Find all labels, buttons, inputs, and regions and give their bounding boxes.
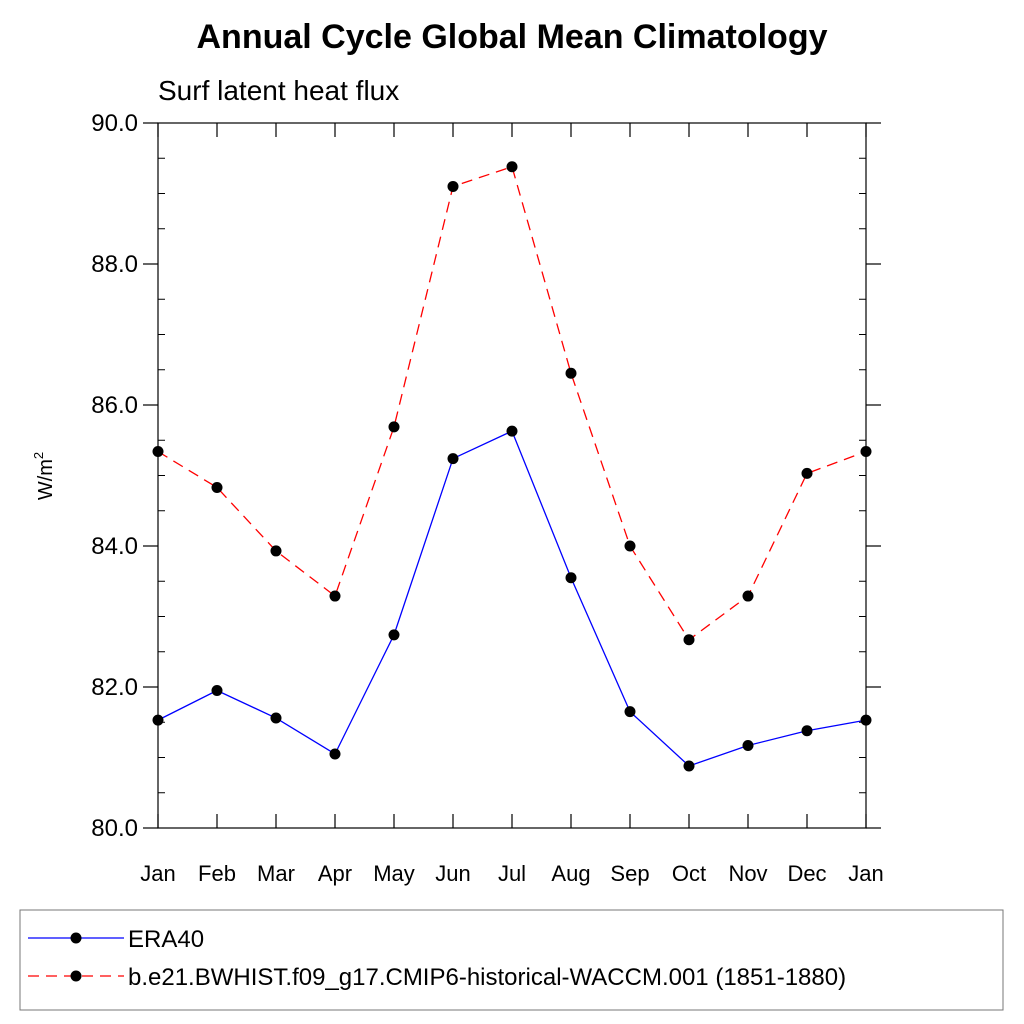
legend-entry-2-label: b.e21.BWHIST.f09_g17.CMIP6-historical-WA…	[128, 964, 846, 991]
series-2-point-9	[624, 540, 636, 552]
series-1-point-2	[211, 685, 223, 697]
x-tick-label: Mar	[257, 861, 295, 886]
series-1-point-7	[506, 425, 518, 437]
axes-layer: 80.0 82.0 84.0 86.0 88.0 90.0 Jan Feb Mar Apr May J…	[91, 110, 883, 886]
legend-entry-1: ERA40	[28, 926, 204, 953]
y-axis-label-text: W/m	[35, 459, 57, 500]
x-tick-label: Nov	[728, 861, 767, 886]
series-2-line	[157, 165, 867, 641]
x-tick-label: Jun	[435, 861, 470, 886]
series-1-point-11	[742, 740, 754, 752]
y-axis-label: W/m2	[31, 452, 57, 500]
legend-box	[19, 909, 1004, 1011]
series-2-point-4	[329, 590, 341, 602]
series-2-point-8	[565, 367, 577, 379]
x-tick-label: Oct	[672, 861, 706, 886]
series-1-point-3	[270, 712, 282, 724]
x-tick-label: Sep	[610, 861, 649, 886]
y-tick-label: 80.0	[91, 815, 138, 842]
x-tick-label: Feb	[198, 861, 236, 886]
svg-text:W/m2: W/m2	[31, 452, 57, 500]
legend: ERA40 b.e21.BWHIST.f09_g17.CMIP6-historic…	[19, 909, 1004, 1011]
y-tick-label: 88.0	[91, 251, 138, 278]
x-tick-label: Jan	[848, 861, 883, 886]
series-1	[152, 425, 872, 772]
x-tick-label: Jul	[498, 861, 526, 886]
series-2-point-2	[211, 481, 223, 493]
x-tick-label: Aug	[551, 861, 590, 886]
series-1-point-5	[388, 629, 400, 641]
plot-frame	[157, 122, 867, 829]
series-1-point-9	[624, 706, 636, 718]
legend-entry-2-marker	[70, 970, 82, 982]
y-tick-label: 82.0	[91, 674, 138, 701]
legend-entry-1-label: ERA40	[128, 926, 204, 953]
series-2-point-12	[801, 467, 813, 479]
y-axis-label-superscript: 2	[31, 452, 46, 459]
chart-subtitle: Surf latent heat flux	[158, 75, 399, 106]
series-1-line	[157, 430, 867, 767]
series-2-point-7	[506, 161, 518, 173]
x-tick-label: Jan	[140, 861, 175, 886]
series-1-point-10	[683, 760, 695, 772]
series-2-point-6	[447, 180, 459, 192]
x-tick-label: May	[373, 861, 415, 886]
legend-entry-1-marker	[70, 932, 82, 944]
series-2-point-10	[683, 634, 695, 646]
chart-title: Annual Cycle Global Mean Climatology	[197, 18, 828, 56]
series-layer	[152, 161, 872, 772]
series-2-point-11	[742, 590, 754, 602]
series-1-point-12	[801, 725, 813, 737]
series-2-point-3	[270, 545, 282, 557]
series-1-point-4	[329, 748, 341, 760]
series-1-point-8	[565, 572, 577, 584]
y-tick-label: 84.0	[91, 533, 138, 560]
series-1-point-6	[447, 453, 459, 465]
x-tick-label: Dec	[787, 861, 826, 886]
series-2	[152, 161, 872, 646]
y-tick-label: 86.0	[91, 392, 138, 419]
legend-entry-2: b.e21.BWHIST.f09_g17.CMIP6-historical-WA…	[28, 964, 846, 991]
y-tick-label: 90.0	[91, 110, 138, 137]
series-2-point-5	[388, 421, 400, 433]
x-tick-label: Apr	[318, 861, 352, 886]
